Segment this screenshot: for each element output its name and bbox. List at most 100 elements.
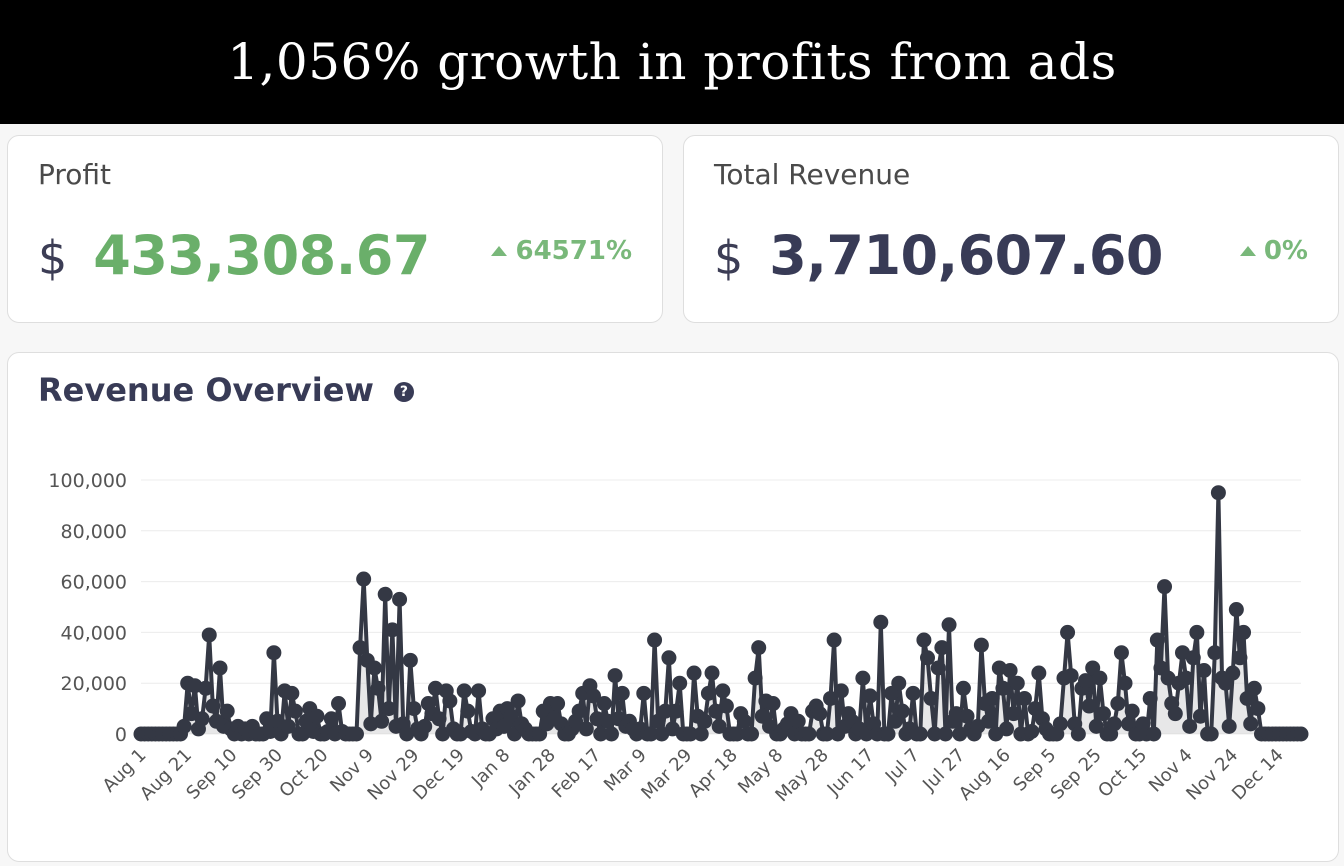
revenue-point[interactable] (1016, 690, 1032, 706)
revenue-point[interactable] (747, 670, 763, 686)
revenue-point[interactable] (1117, 675, 1133, 691)
revenue-point[interactable] (1221, 718, 1237, 734)
revenue-point[interactable] (711, 718, 727, 734)
revenue-point[interactable] (442, 693, 458, 709)
revenue-point[interactable] (280, 718, 296, 734)
revenue-point[interactable] (219, 703, 235, 719)
revenue-point[interactable] (973, 637, 989, 653)
revenue-point[interactable] (309, 708, 325, 724)
revenue-point[interactable] (417, 718, 433, 734)
revenue-point[interactable] (826, 632, 842, 648)
revenue-point[interactable] (1207, 645, 1223, 661)
revenue-point[interactable] (729, 726, 745, 742)
revenue-point[interactable] (578, 721, 594, 737)
revenue-point[interactable] (1192, 708, 1208, 724)
revenue-point[interactable] (603, 726, 619, 742)
revenue-point[interactable] (1293, 726, 1309, 742)
revenue-point[interactable] (370, 680, 386, 696)
revenue-point[interactable] (682, 726, 698, 742)
revenue-point[interactable] (1203, 726, 1219, 742)
revenue-point[interactable] (1106, 716, 1122, 732)
revenue-point[interactable] (460, 703, 476, 719)
revenue-point[interactable] (718, 698, 734, 714)
revenue-point[interactable] (1149, 632, 1165, 648)
revenue-point[interactable] (1110, 696, 1126, 712)
revenue-point[interactable] (657, 703, 673, 719)
revenue-point[interactable] (704, 665, 720, 681)
revenue-point[interactable] (1157, 579, 1173, 595)
revenue-point[interactable] (697, 713, 713, 729)
revenue-point[interactable] (647, 632, 663, 648)
revenue-point[interactable] (1081, 698, 1097, 714)
revenue-point[interactable] (266, 645, 282, 661)
revenue-point[interactable] (596, 696, 612, 712)
revenue-point[interactable] (503, 708, 519, 724)
revenue-point[interactable] (471, 683, 487, 699)
revenue-point[interactable] (1228, 602, 1244, 618)
revenue-point[interactable] (916, 632, 932, 648)
revenue-point[interactable] (955, 680, 971, 696)
revenue-point[interactable] (205, 698, 221, 714)
revenue-point[interactable] (812, 706, 828, 722)
revenue-point[interactable] (912, 726, 928, 742)
revenue-point[interactable] (686, 665, 702, 681)
revenue-point[interactable] (1070, 726, 1086, 742)
revenue-point[interactable] (1002, 663, 1018, 678)
revenue-point[interactable] (381, 701, 397, 717)
revenue-point[interactable] (715, 683, 731, 699)
revenue-point[interactable] (1009, 675, 1025, 691)
revenue-point[interactable] (643, 726, 659, 742)
revenue-point[interactable] (392, 591, 408, 607)
help-icon[interactable]: ? (393, 382, 414, 402)
revenue-point[interactable] (198, 680, 214, 696)
revenue-point[interactable] (1196, 663, 1212, 678)
revenue-point[interactable] (593, 726, 609, 742)
revenue-point[interactable] (941, 617, 957, 633)
revenue-point[interactable] (873, 614, 889, 630)
revenue-point[interactable] (456, 683, 472, 699)
revenue-point[interactable] (790, 713, 806, 729)
revenue-point[interactable] (1250, 701, 1266, 717)
revenue-point[interactable] (1178, 670, 1194, 686)
revenue-point[interactable] (614, 685, 630, 701)
revenue-point[interactable] (981, 713, 997, 729)
revenue-point[interactable] (571, 703, 587, 719)
revenue-point[interactable] (891, 675, 907, 691)
revenue-point[interactable] (1031, 665, 1047, 681)
revenue-point[interactable] (1210, 485, 1226, 501)
revenue-point[interactable] (833, 683, 849, 699)
revenue-point[interactable] (402, 652, 418, 668)
revenue-point[interactable] (801, 726, 817, 742)
revenue-point[interactable] (934, 640, 950, 656)
revenue-point[interactable] (700, 685, 716, 701)
revenue-point[interactable] (1078, 673, 1094, 689)
revenue-point[interactable] (1124, 703, 1140, 719)
revenue-point[interactable] (1182, 718, 1198, 734)
revenue-point[interactable] (384, 622, 400, 638)
revenue-point[interactable] (744, 726, 760, 742)
revenue-point[interactable] (937, 726, 953, 742)
revenue-point[interactable] (406, 701, 422, 717)
revenue-point[interactable] (1142, 690, 1158, 706)
revenue-point[interactable] (287, 703, 303, 719)
revenue-point[interactable] (880, 726, 896, 742)
revenue-point[interactable] (377, 586, 393, 602)
revenue-point[interactable] (905, 685, 921, 701)
revenue-point[interactable] (661, 650, 677, 666)
revenue-point[interactable] (636, 685, 652, 701)
revenue-point[interactable] (176, 718, 192, 734)
revenue-point[interactable] (1232, 650, 1248, 666)
revenue-point[interactable] (984, 690, 1000, 706)
revenue-point[interactable] (668, 703, 684, 719)
revenue-point[interactable] (1088, 718, 1104, 734)
revenue-point[interactable] (1063, 668, 1079, 684)
revenue-point[interactable] (1092, 670, 1108, 686)
revenue-point[interactable] (374, 713, 390, 729)
revenue-point[interactable] (819, 726, 835, 742)
revenue-point[interactable] (607, 668, 623, 684)
revenue-point[interactable] (1167, 706, 1183, 722)
revenue-point[interactable] (1243, 716, 1259, 732)
revenue-point[interactable] (352, 640, 368, 656)
revenue-point[interactable] (1113, 645, 1129, 661)
revenue-point[interactable] (765, 696, 781, 712)
